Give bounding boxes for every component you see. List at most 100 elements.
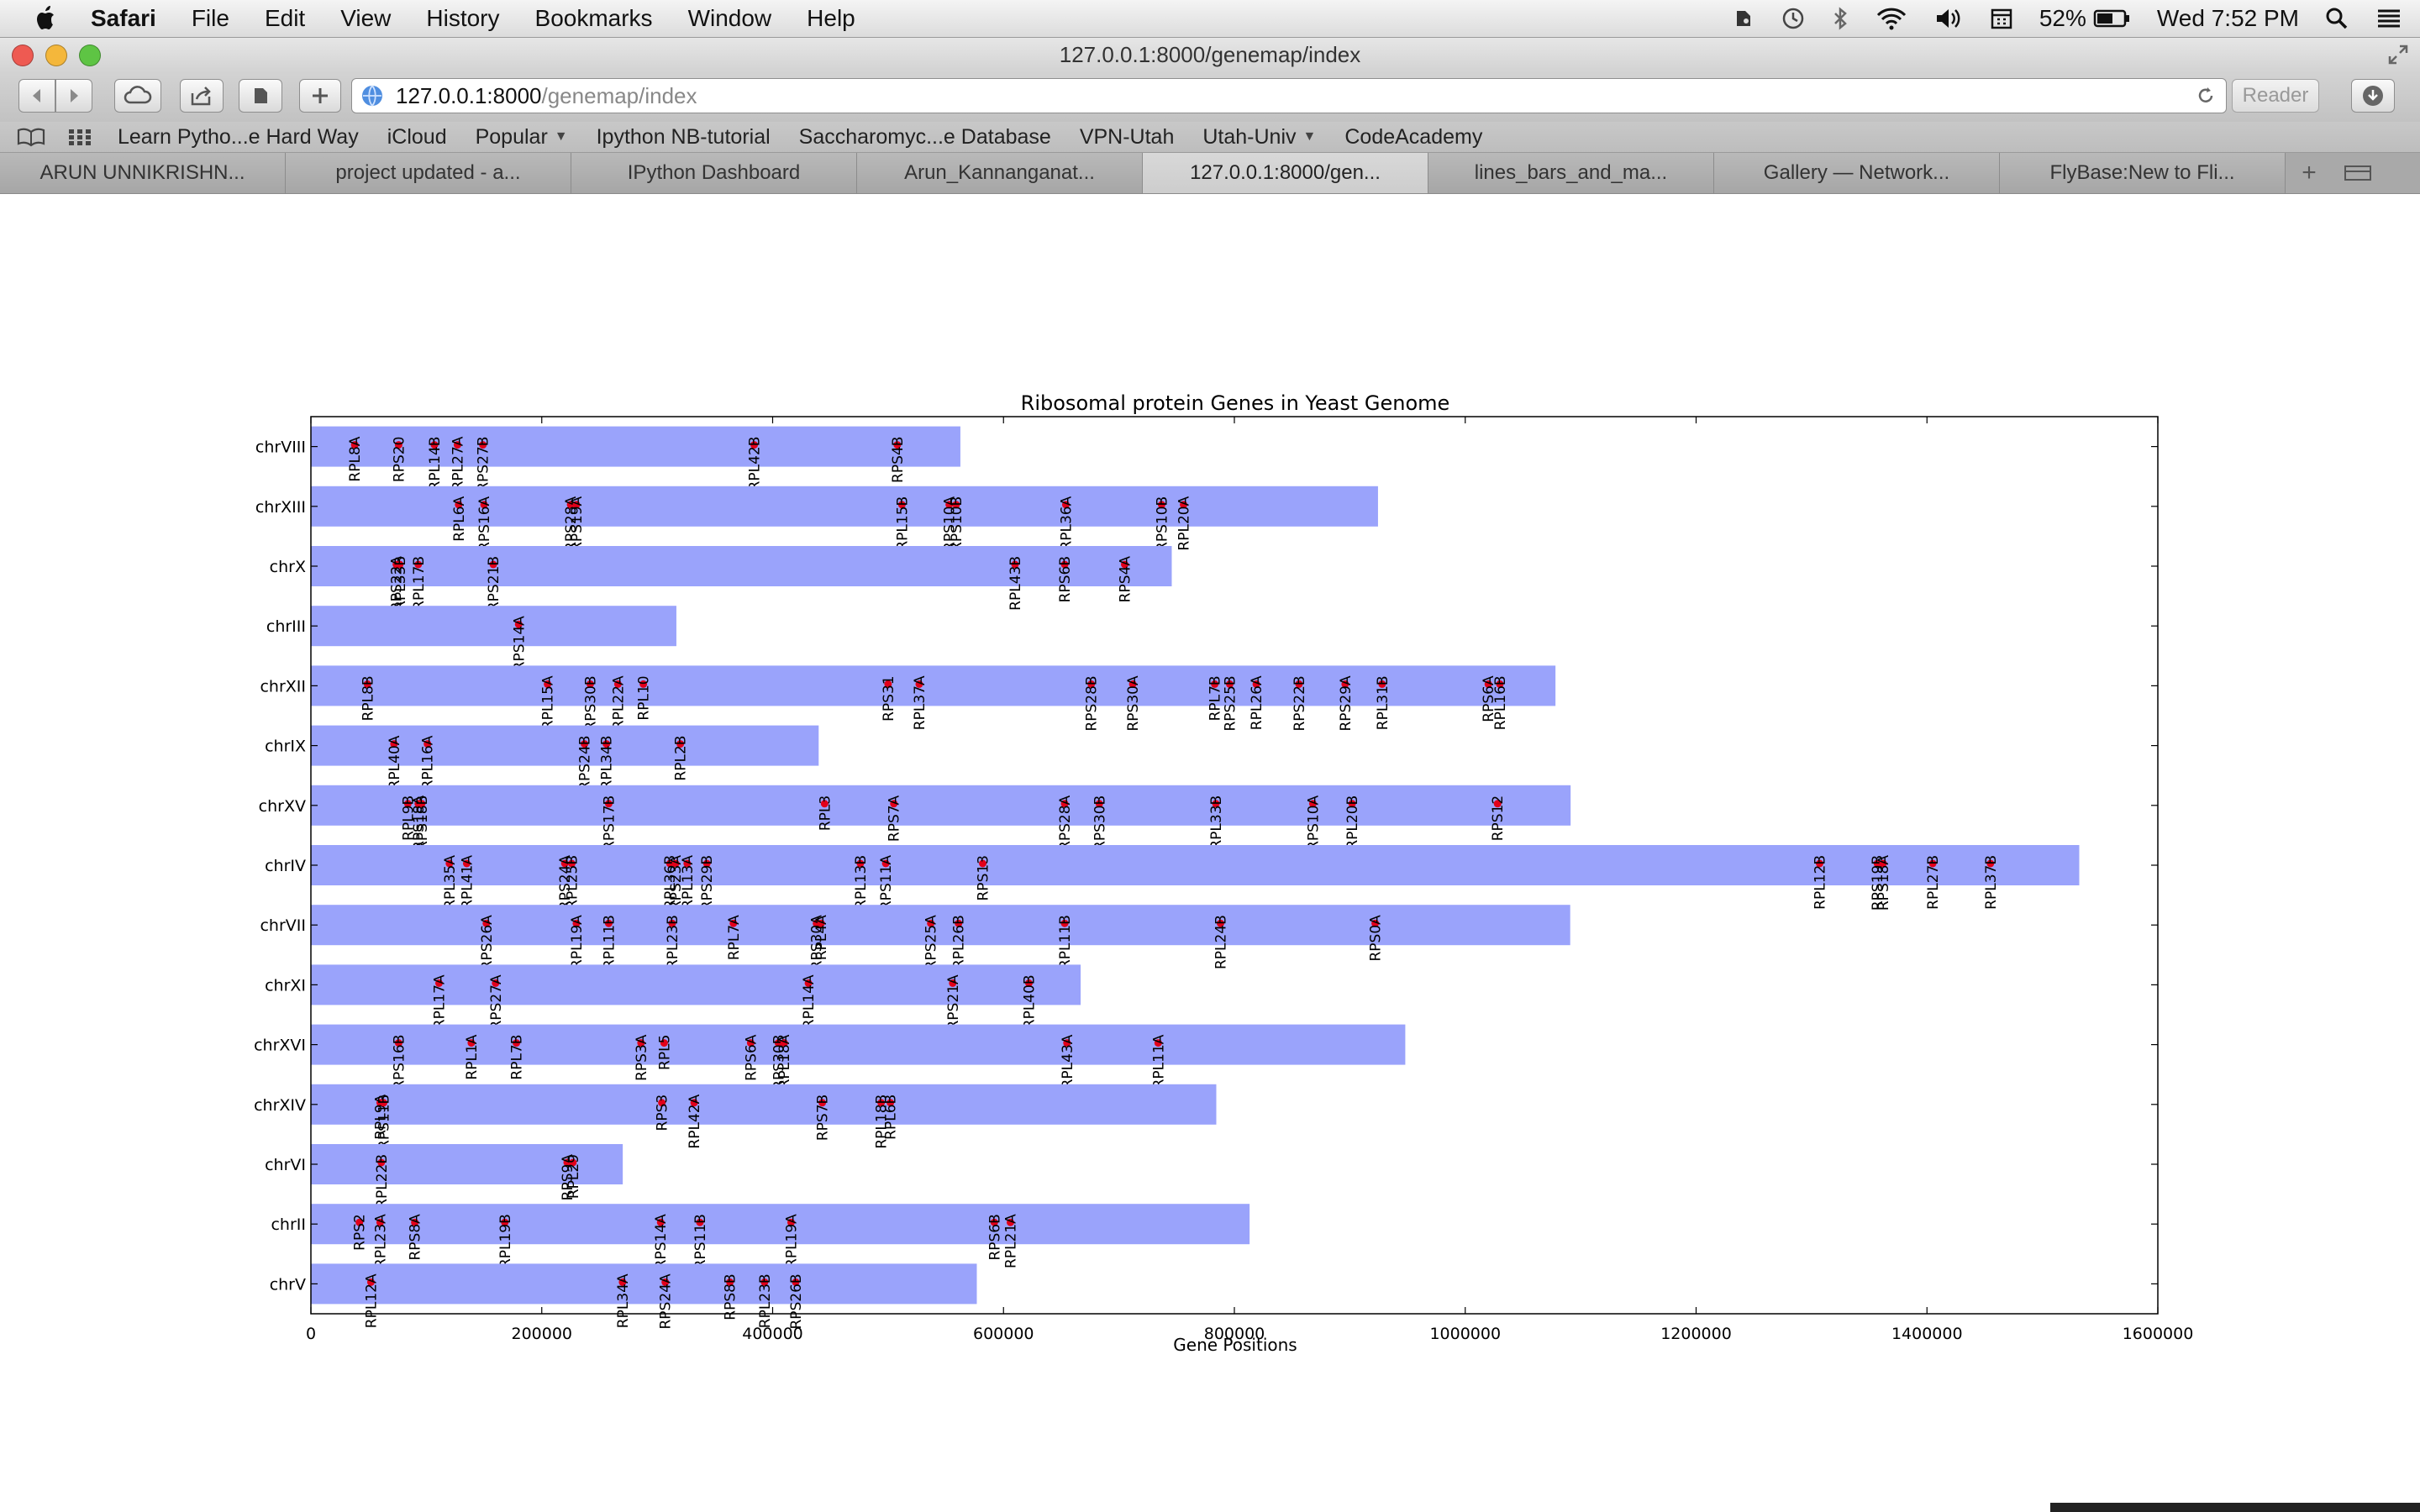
gene-label: RPS6B xyxy=(986,1214,1003,1260)
bookmark-popular[interactable]: Popular ▼ xyxy=(476,125,568,150)
bookmark-label: CodeAcademy xyxy=(1344,124,1483,149)
forward-button[interactable] xyxy=(55,79,92,113)
bookmark-label: Utah-Univ xyxy=(1202,124,1297,149)
battery-icon[interactable] xyxy=(2093,8,2132,29)
y-tick-label-chrviii: chrVIII xyxy=(255,438,306,457)
gene-label: RPL36B xyxy=(662,855,679,910)
evernote-icon[interactable] xyxy=(1730,6,1755,31)
bookmark-utah-univ[interactable]: Utah-Univ ▼ xyxy=(1202,125,1316,150)
gene-label: RPS30A xyxy=(1125,675,1142,731)
gene-label: RPL42B xyxy=(747,437,764,491)
bookmark-sgd[interactable]: Saccharomyc...e Database xyxy=(799,125,1051,150)
gene-marker xyxy=(660,1039,668,1047)
menu-app-name[interactable]: Safari xyxy=(91,5,156,31)
bookmark-learn-python[interactable]: Learn Pytho...e Hard Way xyxy=(118,125,359,150)
tab-arun-kannanganat[interactable]: Arun_Kannanganat... xyxy=(857,153,1143,193)
tab-genemap-index[interactable]: 127.0.0.1:8000/gen... xyxy=(1143,153,1428,193)
close-window-button[interactable] xyxy=(12,45,34,66)
add-bookmark-button[interactable] xyxy=(299,79,341,113)
gene-marker xyxy=(394,441,402,449)
address-bar[interactable]: 127.0.0.1:8000/genemap/index xyxy=(351,78,2227,113)
gene-label: RPL3 xyxy=(817,795,834,831)
battery-percent[interactable]: 52% xyxy=(2039,5,2086,31)
bookmark-ipython-tutorial[interactable]: Ipython NB-tutorial xyxy=(597,125,771,150)
gene-marker xyxy=(1063,1039,1071,1047)
menu-edit[interactable]: Edit xyxy=(264,5,306,31)
bookmark-vpn-utah[interactable]: VPN-Utah xyxy=(1080,125,1175,150)
menu-view[interactable]: View xyxy=(340,5,392,31)
horizontal-scrollbar[interactable] xyxy=(2050,1503,2420,1512)
gene-label: RPL26B xyxy=(951,915,968,969)
spotlight-icon[interactable] xyxy=(2324,6,2349,31)
top-sites-icon[interactable] xyxy=(67,127,92,147)
wifi-icon[interactable] xyxy=(1875,6,1908,31)
gene-label: RPS22B xyxy=(1292,675,1308,731)
bookmark-label: Popular xyxy=(475,124,548,149)
downloads-button[interactable] xyxy=(2351,79,2395,113)
menu-help[interactable]: Help xyxy=(807,5,855,31)
volume-icon[interactable] xyxy=(1933,6,1964,31)
chart-title: Ribosomal protein Genes in Yeast Genome xyxy=(1021,391,1450,415)
new-tab-button[interactable]: + xyxy=(2302,159,2317,186)
tab-lines-bars-markers[interactable]: lines_bars_and_ma... xyxy=(1428,153,1714,193)
apple-menu-icon[interactable] xyxy=(32,4,60,33)
reading-list-icon[interactable] xyxy=(17,127,45,147)
list-icon[interactable] xyxy=(2375,6,2403,31)
tab-flybase[interactable]: FlyBase:New to Fli... xyxy=(2000,153,2286,193)
clock[interactable]: Wed 7:52 PM xyxy=(2156,5,2299,31)
elephant-icon xyxy=(255,88,267,103)
gene-marker xyxy=(1060,800,1069,808)
gene-marker xyxy=(355,1218,364,1226)
gene-label: RPS30A xyxy=(809,915,826,970)
gene-marker xyxy=(618,1278,627,1286)
tab-ipython-dashboard[interactable]: IPython Dashboard xyxy=(571,153,857,193)
gene-marker xyxy=(424,740,432,748)
gene-marker xyxy=(1226,680,1234,688)
bookmark-label: Ipython NB-tutorial xyxy=(596,124,771,149)
gene-label: RPL27B xyxy=(1925,855,1942,910)
gene-marker xyxy=(1217,919,1225,927)
gene-marker xyxy=(676,740,685,748)
gene-marker xyxy=(514,620,523,628)
share-button[interactable] xyxy=(180,79,224,113)
zoom-window-button[interactable] xyxy=(79,45,101,66)
icloud-tabs-button[interactable] xyxy=(114,79,161,113)
gene-label: RPL40A xyxy=(387,735,403,790)
gene-label: RPL23B xyxy=(665,915,681,969)
menu-bookmarks[interactable]: Bookmarks xyxy=(534,5,653,31)
gene-label: RPL6B xyxy=(883,1095,900,1140)
bookmark-label: iCloud xyxy=(387,124,447,149)
back-button[interactable] xyxy=(18,79,55,113)
tab-project-updated[interactable]: project updated - a... xyxy=(286,153,571,193)
reader-button[interactable]: Reader xyxy=(2232,79,2319,113)
gene-label: RPL17B xyxy=(411,556,428,611)
gene-marker xyxy=(1212,800,1220,808)
tab-overview-icon[interactable] xyxy=(2333,153,2383,193)
gene-marker xyxy=(1061,501,1070,509)
time-machine-icon[interactable] xyxy=(1781,6,1806,31)
menu-file[interactable]: File xyxy=(191,5,229,31)
evernote-clip-button[interactable] xyxy=(239,79,282,113)
minimize-window-button[interactable] xyxy=(45,45,67,66)
bookmark-codeacademy[interactable]: CodeAcademy xyxy=(1344,125,1482,150)
gene-marker xyxy=(572,501,581,509)
bluetooth-icon[interactable] xyxy=(1831,6,1849,31)
gene-label: RPL17A xyxy=(431,974,448,1029)
gene-marker xyxy=(637,1039,645,1047)
gene-label: RPL26A xyxy=(1249,675,1265,730)
bookmark-label: Saccharomyc...e Database xyxy=(798,124,1051,149)
gene-marker xyxy=(818,1099,827,1107)
fullscreen-icon[interactable] xyxy=(2388,45,2408,65)
gene-marker xyxy=(1120,560,1128,569)
gene-label: RPS29A xyxy=(1338,675,1355,731)
gene-label: RPL20B xyxy=(1344,795,1361,850)
gene-marker xyxy=(1295,680,1303,688)
tab-arun-unnikrishnan[interactable]: ARUN UNNIKRISHN... xyxy=(0,153,286,193)
menu-window[interactable]: Window xyxy=(687,5,772,31)
gene-marker xyxy=(817,919,825,927)
calendar-icon[interactable] xyxy=(1989,6,2014,31)
menu-history[interactable]: History xyxy=(426,5,500,31)
bookmark-icloud[interactable]: iCloud xyxy=(387,125,447,150)
tab-gallery-networkx[interactable]: Gallery — Network... xyxy=(1714,153,2000,193)
reload-icon[interactable] xyxy=(2196,86,2216,106)
